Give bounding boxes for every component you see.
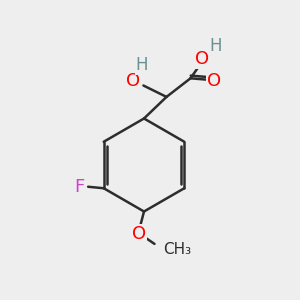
Text: F: F [75,178,85,196]
Text: O: O [126,72,141,90]
Text: CH₃: CH₃ [164,242,192,256]
Text: H: H [209,37,222,55]
Text: O: O [207,72,221,90]
Text: O: O [195,50,210,68]
Text: O: O [132,225,147,243]
Text: H: H [136,56,148,74]
